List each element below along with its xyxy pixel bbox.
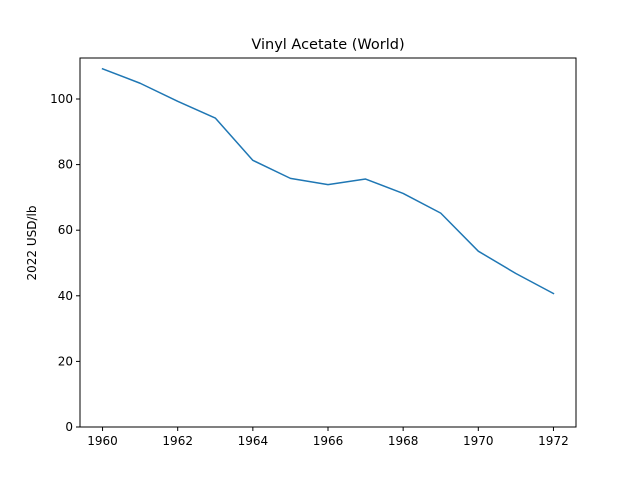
- x-tick-label: 1972: [538, 434, 569, 448]
- y-tick-label: 40: [58, 289, 73, 303]
- y-tick-label: 20: [58, 354, 73, 368]
- x-tick-label: 1968: [388, 434, 419, 448]
- y-tick-label: 0: [65, 420, 73, 434]
- ticks-layer: 1960 1962 1964 1966 1968 1970 1972 0 20 40 60 80 100: [50, 92, 569, 448]
- x-tick-label: 1962: [162, 434, 193, 448]
- y-axis-label: 2022 USD/lb: [25, 206, 39, 281]
- x-tick-label: 1960: [87, 434, 118, 448]
- chart-title: Vinyl Acetate (World): [251, 37, 404, 53]
- x-tick-label: 1970: [463, 434, 494, 448]
- x-tick-label: 1964: [238, 434, 269, 448]
- series-line-1: [101, 67, 555, 295]
- plot-area-frame: [79, 57, 577, 428]
- series-layer: [101, 67, 555, 295]
- y-tick-label: 60: [58, 223, 73, 237]
- y-tick-label: 80: [58, 158, 73, 172]
- x-tick-label: 1966: [313, 434, 344, 448]
- y-tick-label: 100: [50, 92, 73, 106]
